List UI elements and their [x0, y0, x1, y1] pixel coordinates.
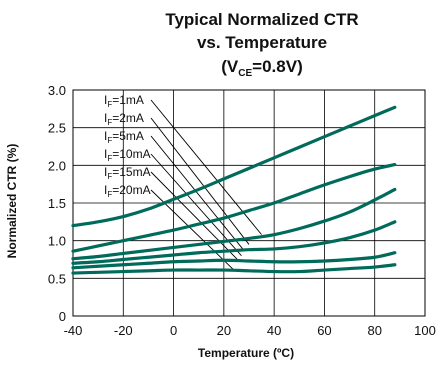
x-tick-label: 20 [217, 323, 231, 338]
legend-label-prefix: I [104, 165, 107, 179]
y-axis-label: Normalized CTR (%) [5, 144, 19, 259]
legend-leader-line [150, 153, 242, 257]
legend-label-sub: F [107, 190, 112, 199]
series-line [71, 263, 397, 275]
legend-label-prefix: I [104, 111, 107, 125]
y-tick-label: 3.0 [48, 83, 66, 98]
title-line3-sub: CE [238, 68, 252, 79]
legend-label: IF=15mA [104, 165, 151, 181]
series-line [71, 220, 397, 265]
legend-leader-line [150, 117, 250, 245]
legend-label-rest: =5mA [112, 129, 144, 143]
x-tick-label: 80 [367, 323, 381, 338]
y-tick-label: 2.0 [48, 158, 66, 173]
series-line [71, 162, 397, 253]
y-tick-label: 1.0 [48, 234, 66, 249]
series-lines [71, 105, 397, 275]
legend-label: IF=2mA [104, 111, 144, 127]
legend-label: IF=1mA [104, 93, 144, 109]
y-tick-label: 0.5 [48, 271, 66, 286]
x-axis-label: Temperature (ºC) [198, 346, 294, 360]
legend-label-rest: =1mA [112, 93, 144, 107]
y-tick-labels: 0 0.5 1.0 1.5 2.0 2.5 3.0 [48, 83, 66, 324]
title-line3-open: (V [221, 57, 239, 76]
title-line3-close: =0.8V) [252, 57, 303, 76]
legend-leader-line [150, 99, 262, 235]
legend-label-rest: =15mA [112, 165, 150, 179]
legend-label-sub: F [107, 136, 112, 145]
legend-label-prefix: I [104, 183, 107, 197]
legend-label-sub: F [107, 172, 112, 181]
legend-label-sub: F [107, 154, 112, 163]
x-tick-label: 40 [267, 323, 281, 338]
legend-label: IF=20mA [104, 183, 151, 199]
x-tick-label: -40 [64, 323, 83, 338]
series-line [71, 187, 397, 261]
legend-leader-line [150, 171, 240, 262]
legend-label-sub: F [107, 100, 112, 109]
x-tick-labels: -40 -20 0 20 40 60 80 100 [64, 323, 436, 338]
chart-title-line3: (VCE=0.8V) [221, 57, 302, 79]
legend-label-prefix: I [104, 147, 107, 161]
legend-label-rest: =10mA [112, 147, 150, 161]
x-tick-label: -20 [114, 323, 133, 338]
chart-title-line2: vs. Temperature [197, 33, 327, 52]
legend-label-prefix: I [104, 93, 107, 107]
legend-leader-line [150, 135, 245, 251]
x-tick-label: 100 [414, 323, 436, 338]
legend-label: IF=10mA [104, 147, 151, 163]
plot-frame [72, 89, 426, 317]
series-line [71, 251, 397, 270]
y-tick-label: 1.5 [48, 196, 66, 211]
series-line [71, 105, 397, 228]
x-tick-label: 0 [170, 323, 177, 338]
legend-label: IF=5mA [104, 129, 144, 145]
legend-label-rest: =20mA [112, 183, 150, 197]
y-tick-label: 2.5 [48, 121, 66, 136]
chart-title-line1: Typical Normalized CTR [165, 10, 358, 29]
legend-label-sub: F [107, 118, 112, 127]
legend-label-prefix: I [104, 129, 107, 143]
y-tick-label: 0 [59, 309, 66, 324]
legend-label-rest: =2mA [112, 111, 144, 125]
x-tick-label: 60 [317, 323, 331, 338]
